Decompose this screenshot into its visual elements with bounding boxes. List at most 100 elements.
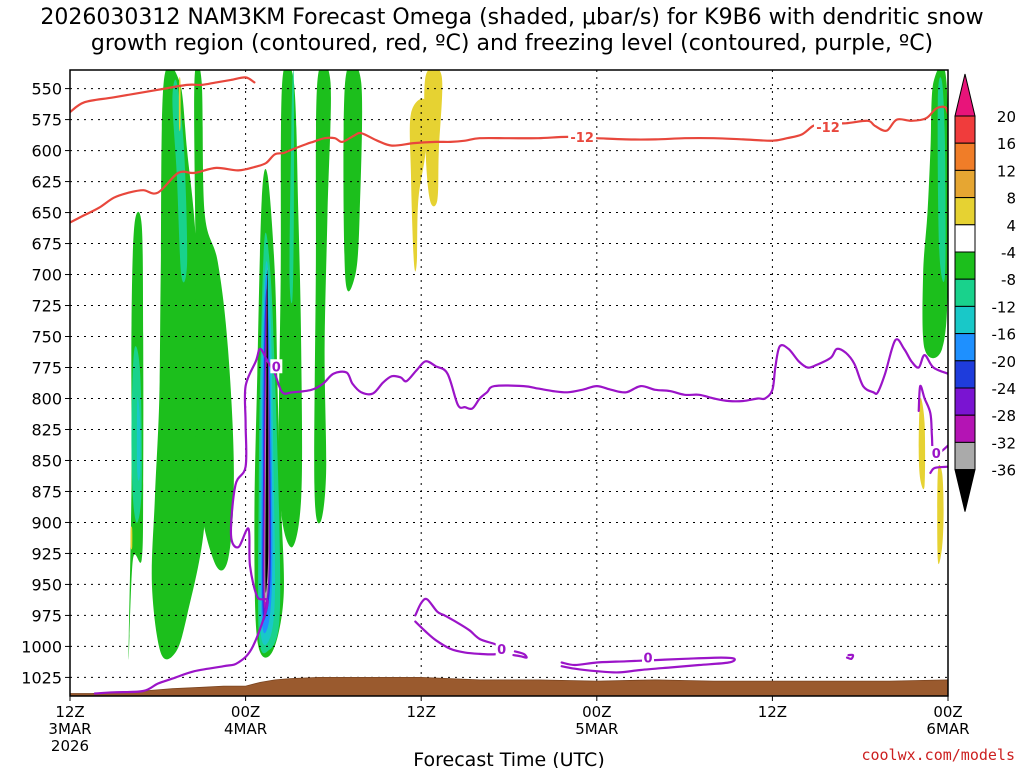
colorbar-label-0: 20 xyxy=(997,108,1016,126)
colorbar-label-8: -16 xyxy=(992,326,1017,344)
y-tick-label-700: 700 xyxy=(31,266,62,285)
dgz-contour-1 xyxy=(70,105,948,224)
terrain-fill xyxy=(70,677,948,696)
omega-region-24 xyxy=(918,397,926,490)
y-axis: 550 575 600 625 650 675 700 725 750 775 800 825 850 8… xyxy=(21,80,70,687)
colorbar-bin-12 xyxy=(954,414,976,443)
dgz-label-0: -12 xyxy=(570,131,594,146)
omega-region-26 xyxy=(130,526,133,550)
y-tick-label-1025: 1025 xyxy=(21,668,62,687)
y-tick-label-950: 950 xyxy=(31,575,62,594)
y-tick-label-875: 875 xyxy=(31,482,62,501)
chart-title-line-2: growth region (contoured, red, ºC) and f… xyxy=(91,31,933,56)
freezing-label-bg-2 xyxy=(495,641,508,656)
colorbar-label-6: -8 xyxy=(1001,271,1016,289)
omega-region-1 xyxy=(151,70,207,660)
y-tick-label-650: 650 xyxy=(31,204,62,223)
y-tick-label-900: 900 xyxy=(31,513,62,532)
colorbar-bin-8 xyxy=(954,305,976,335)
y-tick-label-675: 675 xyxy=(31,235,62,254)
colorbar-bin-9 xyxy=(954,333,976,362)
freezing-contour-4 xyxy=(845,653,855,660)
x-tick-label-0-2: 2026 xyxy=(51,737,89,755)
colorbar-label-4: 4 xyxy=(1006,217,1016,235)
colorbar-label-11: -28 xyxy=(992,407,1017,425)
omega-region-12 xyxy=(937,77,946,282)
colorbar-label-2: 12 xyxy=(997,162,1016,180)
x-tick-label-12-0: 00Z xyxy=(231,703,260,721)
y-tick-label-775: 775 xyxy=(31,359,62,378)
freezing-contour-0 xyxy=(93,338,948,695)
colorbar-label-1: 16 xyxy=(997,135,1016,153)
colorbar-label-7: -12 xyxy=(992,298,1017,316)
colorbar-label-5: -4 xyxy=(1001,244,1016,262)
omega-region-2 xyxy=(194,70,234,571)
x-tick-label-36-1: 5MAR xyxy=(575,720,618,738)
freezing-contour-2 xyxy=(414,597,503,656)
freezing-label-bg-1 xyxy=(642,650,655,665)
credit-text: coolwx.com/models xyxy=(861,746,1015,764)
y-tick-label-600: 600 xyxy=(31,142,62,161)
colorbar-bin-11 xyxy=(954,387,976,416)
dgz-label-bg-1 xyxy=(814,120,843,135)
omega-region-20 xyxy=(265,269,269,593)
x-tick-label-0-0: 12Z xyxy=(55,703,84,721)
x-axis-title: Forecast Time (UTC) xyxy=(413,749,604,768)
omega-region-14 xyxy=(136,396,141,481)
colorbar-label-3: 8 xyxy=(1006,190,1016,208)
colorbar-bin-10 xyxy=(954,360,976,389)
x-tick-label-24-0: 12Z xyxy=(407,703,436,721)
dgz-label-1: -12 xyxy=(816,121,840,136)
omega-region-25 xyxy=(937,464,944,565)
freezing-label-bg-0 xyxy=(270,359,283,374)
y-tick-label-725: 725 xyxy=(31,297,62,316)
colorbar: 20 16 12 8 4 -4 -8 -12 -16 -20 -24 -28 -32 -36 xyxy=(954,73,1017,512)
y-tick-label-750: 750 xyxy=(31,328,62,347)
x-tick-label-0-1: 3MAR xyxy=(48,720,91,738)
y-tick-label-975: 975 xyxy=(31,606,62,625)
freezing-label-0: 0 xyxy=(272,360,281,375)
freezing-contour-1 xyxy=(560,656,736,674)
colorbar-bin-2 xyxy=(954,142,976,171)
freezing-label-2: 0 xyxy=(497,643,506,658)
y-tick-label-575: 575 xyxy=(31,111,62,130)
y-tick-label-800: 800 xyxy=(31,389,62,408)
x-tick-label-12-1: 4MAR xyxy=(224,720,267,738)
dgz-label-bg-0 xyxy=(568,129,597,144)
y-tick-label-925: 925 xyxy=(31,544,62,563)
y-tick-label-825: 825 xyxy=(31,420,62,439)
freezing-contour-6 xyxy=(929,465,948,474)
omega-region-23 xyxy=(424,70,443,207)
omega-region-21 xyxy=(178,77,181,132)
x-tick-label-60-1: 6MAR xyxy=(926,720,969,738)
colorbar-min-triangle xyxy=(954,469,976,512)
terrain-surface xyxy=(70,677,948,696)
x-tick-label-60-0: 00Z xyxy=(933,703,962,721)
y-tick-label-625: 625 xyxy=(31,173,62,192)
plot-frame xyxy=(69,69,949,697)
colorbar-bin-1 xyxy=(954,115,976,144)
colorbar-bin-3 xyxy=(954,169,976,199)
colorbar-label-13: -36 xyxy=(992,462,1017,480)
omega-region-11 xyxy=(289,70,295,304)
colorbar-label-12: -32 xyxy=(992,434,1017,452)
colorbar-bin-13 xyxy=(954,441,976,471)
y-tick-label-1000: 1000 xyxy=(21,637,62,656)
freezing-label-1: 0 xyxy=(643,652,652,667)
omega-region-5 xyxy=(314,70,331,524)
dgz-contours: -12 -12 xyxy=(70,76,948,224)
x-tick-label-36-0: 00Z xyxy=(582,703,611,721)
chart-title-line-1: 2026030312 NAM3KM Forecast Omega (shaded… xyxy=(40,5,983,30)
omega-region-4 xyxy=(278,70,303,548)
freezing-label-5: 0 xyxy=(932,447,941,462)
colorbar-bin-6 xyxy=(954,251,976,280)
colorbar-bin-4 xyxy=(954,197,976,226)
colorbar-label-9: -20 xyxy=(992,353,1017,371)
freezing-label-bg-5 xyxy=(930,446,943,461)
freezing-level-contours: 0 0 0 0 xyxy=(93,338,948,695)
freezing-contour-3 xyxy=(512,650,528,659)
y-tick-label-850: 850 xyxy=(31,451,62,470)
colorbar-label-10: -24 xyxy=(992,380,1017,398)
